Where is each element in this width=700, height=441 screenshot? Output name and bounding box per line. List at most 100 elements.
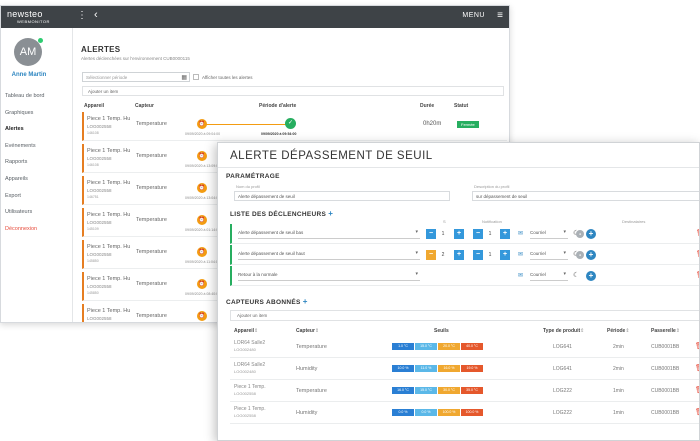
increment-button[interactable]: + (454, 250, 464, 260)
decrement-button[interactable]: − (426, 250, 436, 260)
trigger-type-select[interactable]: Alerte dépassement de seuil haut ▾ (238, 250, 420, 260)
col-statut[interactable]: Statut (454, 103, 469, 109)
trigger-type-select[interactable]: Retour à la normale ▾ (238, 271, 420, 281)
trash-icon[interactable]: 🗑 (695, 342, 699, 350)
user-name[interactable]: Anne Martin (11, 72, 47, 78)
back-icon[interactable]: ‹ (94, 9, 98, 21)
device-id: 145850 (87, 291, 99, 295)
trigger-row: Retour à la normale ▾ ✉ Courriel ▾ ☾ + 🗑 (230, 266, 699, 286)
increment-button[interactable]: + (500, 250, 510, 260)
device-code: LOG002558 (87, 156, 112, 161)
sidebar-item-0[interactable]: Tableau de bord (5, 93, 45, 99)
channel-label: Courriel (530, 230, 546, 235)
device-name: Piece 1 Temp. Hu (87, 276, 131, 282)
trigger-type-select[interactable]: Alerte dépassement de seuil bas ▾ (238, 229, 420, 239)
recipient-avatar[interactable]: ● (576, 251, 584, 259)
sidebar-item-7[interactable]: Utilisateurs (5, 209, 33, 216)
channel-select[interactable]: Courriel ▾ (530, 229, 568, 239)
device-name: Piece 1 Temp. Hu (87, 116, 131, 122)
device-code: LOG002558 (87, 316, 112, 321)
sidebar-item-1[interactable]: Graphiques (5, 109, 34, 116)
sidebar: AM Anne Martin Tableau de bord Graphiques… (1, 28, 73, 322)
show-all-checkbox[interactable] (193, 74, 199, 80)
trash-icon[interactable]: 🗑 (696, 229, 699, 237)
add-trigger-icon[interactable]: + (328, 209, 334, 218)
trash-icon[interactable]: 🗑 (696, 250, 699, 258)
sidebar-item-3[interactable]: Evénements (5, 142, 36, 149)
threshold-chip: 0.0 % (392, 409, 414, 416)
table-row[interactable]: Piece 1 Temp. HuLOG002558146747Temperatu… (82, 304, 507, 322)
col-appareil[interactable]: Appareil (84, 103, 105, 109)
mail-icon: ✉ (518, 273, 524, 279)
table-row[interactable]: LOR64 Salle2 LOG002480 Humidity 10.0 % 11.0 … (230, 358, 699, 380)
sort-icon[interactable]: ⇕ (625, 328, 630, 334)
decrement-button[interactable]: − (426, 229, 436, 239)
col-capteur[interactable]: Capteur⇕ (296, 328, 320, 334)
col-periode[interactable]: Période d'alerte (259, 103, 297, 109)
moon-icon[interactable]: ☾ (573, 272, 580, 279)
product-type: LOG641 (553, 344, 572, 350)
profile-desc-input[interactable]: sur dépassement de seuil (472, 191, 699, 201)
sensor-name: Temperature (296, 344, 327, 350)
subscribers-title: CAPTEURS ABONNÉS + (226, 297, 308, 306)
table-row[interactable]: Piece 1 Temp. LOG002558 Humidity 0.0 % 0.0 %… (230, 402, 699, 424)
increment-button[interactable]: + (500, 229, 510, 239)
add-recipient-button[interactable]: + (586, 250, 596, 260)
col-produit[interactable]: Type de produit⇕ (543, 328, 585, 334)
recipient-avatar[interactable]: ● (576, 230, 584, 238)
hamburger-icon[interactable]: ≡ (497, 10, 503, 21)
channel-select[interactable]: Courriel ▾ (530, 250, 568, 260)
trash-icon[interactable]: 🗑 (695, 408, 699, 416)
decrement-button[interactable]: − (473, 229, 483, 239)
add-subscriber-icon[interactable]: + (302, 297, 308, 306)
add-recipient-button[interactable]: + (586, 229, 596, 239)
sidebar-item-5[interactable]: Appareils (5, 175, 28, 182)
trigger-row: Alerte dépassement de seuil bas ▾ −1 + −1 + ✉ C… (230, 224, 699, 244)
add-item-field[interactable]: Ajouter un item (82, 86, 504, 96)
sidebar-item-4[interactable]: Rapports (5, 159, 28, 166)
sensor-name: Humidity (296, 410, 318, 416)
device-name: Piece 1 Temp. Hu (87, 244, 131, 250)
sort-icon[interactable]: ⇕ (314, 328, 320, 334)
sort-icon[interactable]: ⇕ (675, 328, 680, 334)
trigger-type-label: Alerte dépassement de seuil bas (238, 230, 304, 235)
sort-icon[interactable]: ⇕ (254, 328, 259, 334)
sidebar-item-8[interactable]: Déconnexion (5, 225, 38, 232)
trash-icon[interactable]: 🗑 (695, 364, 699, 372)
col-destinataires-label: Destinataires (622, 219, 646, 224)
threshold-chip: 10.0 % (392, 365, 414, 372)
col-appareil[interactable]: Appareil⇕ (234, 328, 259, 334)
avatar[interactable]: AM (14, 38, 42, 66)
channel-select[interactable]: Courriel ▾ (530, 271, 568, 281)
sidebar-item-6[interactable]: Export (5, 192, 21, 199)
col-periode[interactable]: Période⇕ (607, 328, 630, 334)
sensor-name: Temperature (136, 217, 167, 223)
col-s-label: S (443, 219, 446, 224)
col-duree[interactable]: Durée (420, 103, 435, 109)
alarm-icon: ⏰ (197, 311, 207, 321)
trash-icon[interactable]: 🗑 (695, 386, 699, 394)
threshold-chip: 16.0 °C (392, 387, 414, 394)
table-row[interactable]: Piece 1 Temp. LOG002558 Temperature 16.0 °C… (230, 380, 699, 402)
add-subscriber-field[interactable]: Ajouter un item (230, 310, 699, 321)
threshold-chip: 0.0 % (415, 409, 437, 416)
kebab-menu-icon[interactable]: ⋮ (77, 10, 87, 21)
decrement-button[interactable]: − (473, 250, 483, 260)
increment-button[interactable]: + (454, 229, 464, 239)
period-picker[interactable]: Sélectionner période ▦ (82, 72, 190, 82)
col-capteur[interactable]: Capteur (135, 103, 154, 109)
period-value: 2min (613, 344, 624, 350)
add-recipient-button[interactable]: + (586, 271, 596, 281)
calendar-icon[interactable]: ▦ (181, 75, 187, 81)
alert-start: 09/09/2020 à 01:14:00 (185, 228, 221, 232)
table-row[interactable]: Piece 1 Temp. Hu LOG002558 146108 Temperatu… (82, 112, 507, 141)
channel-label: Courriel (530, 272, 546, 277)
trash-icon[interactable]: 🗑 (696, 271, 699, 279)
col-passerelle[interactable]: Passerelle⇕ (651, 328, 680, 334)
profile-name-input[interactable]: Alerte dépassement de seuil (234, 191, 450, 201)
menu-label[interactable]: MENU (462, 12, 485, 19)
divider (218, 167, 699, 168)
sidebar-item-2[interactable]: Alertes (5, 126, 24, 133)
sort-icon[interactable]: ⇕ (580, 328, 585, 334)
table-row[interactable]: LOR64 Salle2 LOG002480 Temperature 1.0 °C 15… (230, 336, 699, 358)
